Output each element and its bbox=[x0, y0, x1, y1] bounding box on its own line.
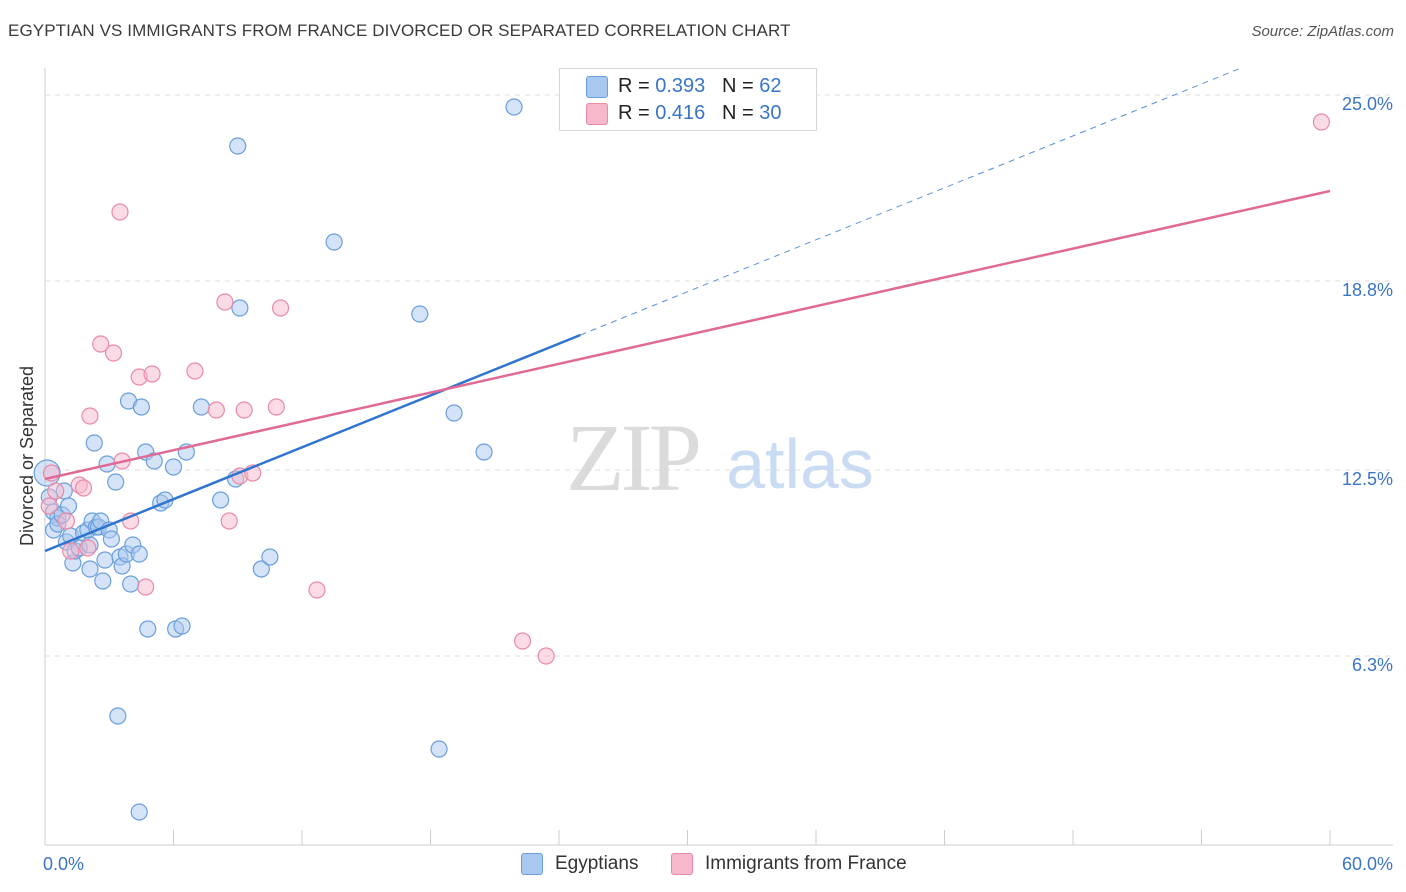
egyptians-point bbox=[430, 740, 448, 758]
y-tick-label: 25.0% bbox=[1342, 94, 1393, 114]
france-point bbox=[79, 539, 97, 557]
france-point bbox=[537, 647, 555, 665]
correlation-legend: R = 0.393 N = 62 R = 0.416 N = 30 bbox=[559, 68, 817, 131]
egyptians-point bbox=[139, 620, 157, 638]
egyptians-point bbox=[445, 404, 463, 422]
egyptians-point bbox=[132, 398, 150, 416]
x-tick-label: 60.0% bbox=[1342, 854, 1393, 874]
france-point bbox=[235, 401, 253, 419]
france-point bbox=[74, 479, 93, 497]
france-trend-line bbox=[44, 189, 1331, 481]
y-tick-label: 12.5% bbox=[1342, 469, 1393, 489]
egyptians-point bbox=[212, 491, 230, 509]
egyptians-point bbox=[96, 551, 114, 569]
france-swatch bbox=[586, 103, 608, 125]
egyptians-n-label: N = bbox=[721, 75, 760, 97]
egyptians-stats: R = 0.393 N = 62 bbox=[618, 75, 781, 98]
france-point bbox=[111, 203, 129, 221]
egyptians-point bbox=[107, 473, 125, 491]
egyptians-point bbox=[109, 707, 127, 725]
egyptians-point bbox=[192, 398, 210, 416]
france-point bbox=[143, 365, 161, 383]
france-point bbox=[81, 407, 99, 425]
france-point bbox=[220, 512, 238, 530]
watermark: ZIP atlas bbox=[566, 404, 874, 511]
chart-source: Source: ZipAtlas.com bbox=[1251, 23, 1394, 40]
france-point bbox=[40, 497, 58, 515]
egyptians-point bbox=[145, 452, 163, 470]
data-points bbox=[33, 98, 1331, 821]
y-axis-label: Divorced or Separated bbox=[17, 366, 37, 546]
egyptians-legend-swatch bbox=[521, 853, 543, 875]
france-point bbox=[92, 335, 110, 353]
egyptians-swatch bbox=[586, 76, 608, 98]
tick-labels: 6.3% 12.5% 18.8% 25.0% 0.0% 60.0% bbox=[43, 94, 1393, 874]
egyptians-point bbox=[261, 548, 279, 566]
france-point bbox=[47, 482, 65, 500]
egyptians-legend-label: Egyptians bbox=[555, 853, 639, 874]
egyptians-point bbox=[411, 305, 429, 323]
france-point bbox=[267, 398, 285, 416]
france-point bbox=[271, 299, 290, 317]
egyptians-point bbox=[102, 530, 120, 548]
france-point bbox=[216, 293, 234, 311]
france-r-label: R = bbox=[618, 102, 656, 124]
france-stats: R = 0.416 N = 30 bbox=[618, 102, 781, 125]
x-tick-label: 0.0% bbox=[43, 854, 84, 874]
france-point bbox=[1312, 113, 1331, 131]
france-n-label: N = bbox=[721, 102, 760, 124]
france-r-value: 0.416 bbox=[655, 102, 706, 124]
france-point bbox=[308, 581, 326, 599]
egyptians-trend-line bbox=[44, 333, 581, 553]
france-point bbox=[207, 401, 225, 419]
france-point bbox=[137, 578, 155, 596]
egyptians-point bbox=[173, 617, 191, 635]
france-point bbox=[104, 344, 123, 362]
france-point bbox=[513, 632, 532, 650]
legend-item-egyptians: Egyptians bbox=[521, 852, 638, 876]
legend-item-france: Immigrants from France bbox=[671, 852, 907, 876]
france-point bbox=[186, 362, 204, 380]
axes bbox=[44, 68, 1393, 846]
y-tick-label: 6.3% bbox=[1352, 655, 1393, 675]
egyptians-n-value: 62 bbox=[759, 75, 782, 97]
france-point bbox=[62, 542, 80, 560]
trend-lines bbox=[44, 67, 1331, 553]
egyptians-point bbox=[475, 443, 493, 461]
watermark-atlas: atlas bbox=[726, 425, 874, 503]
france-n-value: 30 bbox=[759, 102, 782, 124]
egyptians-point bbox=[122, 575, 140, 593]
egyptians-point bbox=[130, 545, 148, 563]
egyptians-point bbox=[231, 299, 249, 317]
egyptians-point bbox=[94, 572, 112, 590]
france-legend-label: Immigrants from France bbox=[705, 853, 907, 874]
gridlines bbox=[45, 94, 1395, 657]
egyptians-point bbox=[252, 560, 270, 578]
egyptians-r-value: 0.393 bbox=[655, 75, 706, 97]
watermark-zip: ZIP bbox=[566, 404, 699, 511]
egyptians-point bbox=[164, 458, 183, 476]
egyptians-point bbox=[325, 233, 343, 251]
egyptians-trend-extension bbox=[580, 67, 1242, 336]
egyptians-point bbox=[229, 137, 247, 155]
france-point bbox=[57, 512, 76, 530]
egyptians-point bbox=[505, 98, 523, 116]
chart-title: EGYPTIAN VS IMMIGRANTS FROM FRANCE DIVOR… bbox=[8, 21, 791, 40]
egyptians-r-label: R = bbox=[618, 75, 656, 97]
france-legend-swatch bbox=[671, 853, 693, 875]
y-tick-label: 18.8% bbox=[1342, 280, 1393, 300]
egyptians-point bbox=[81, 560, 99, 578]
egyptians-point bbox=[59, 497, 78, 515]
egyptians-point bbox=[85, 434, 103, 452]
egyptians-point bbox=[130, 803, 148, 821]
